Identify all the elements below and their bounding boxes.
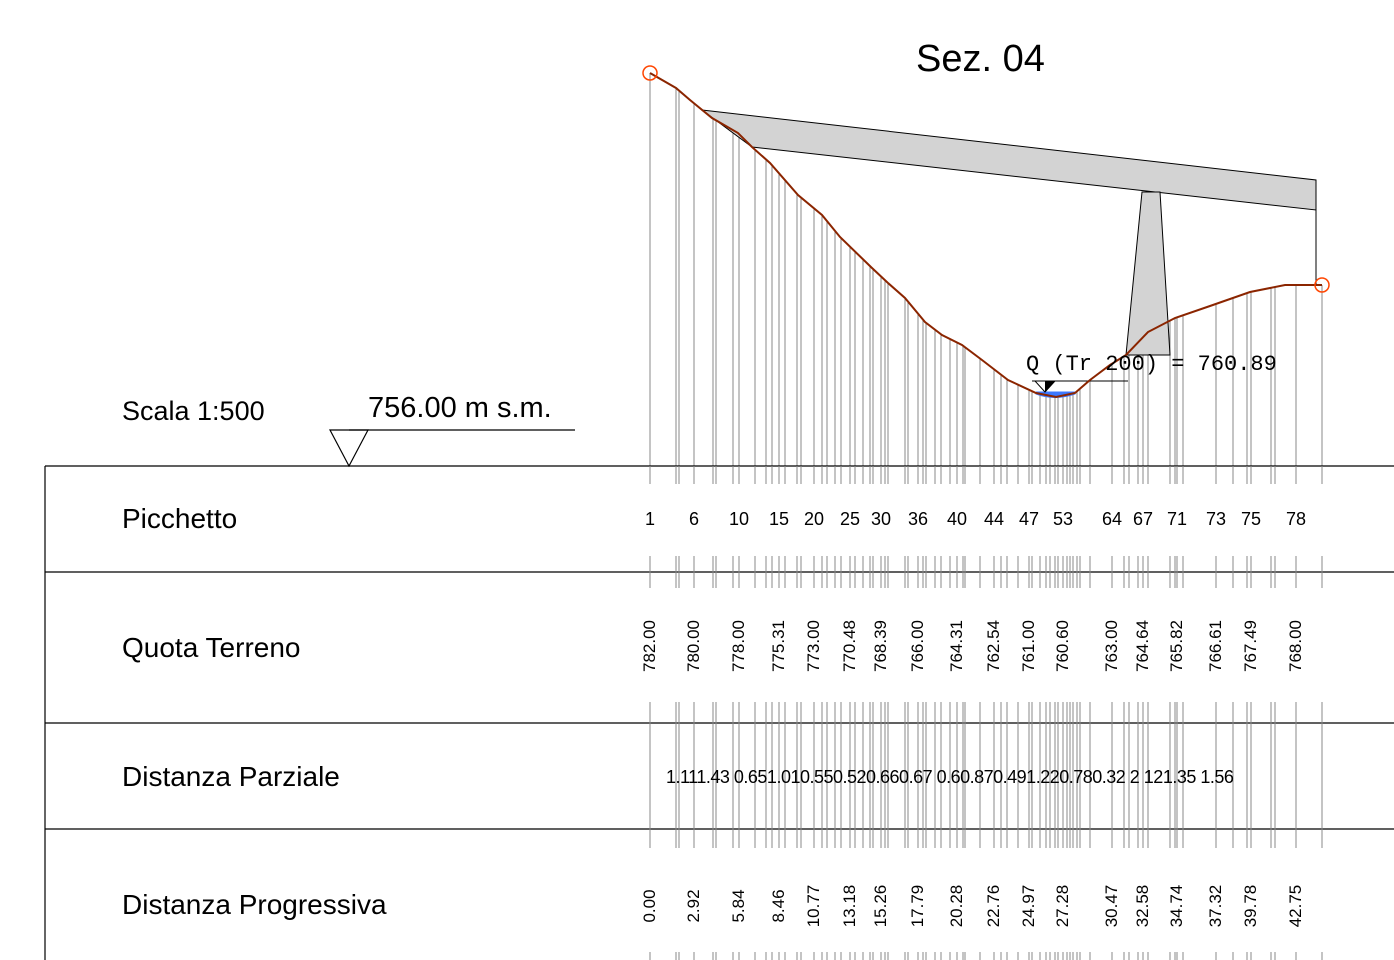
scale-label: Scala 1:500	[122, 396, 265, 426]
picchetto-value: 40	[946, 509, 968, 529]
end-point-marker	[1314, 277, 1330, 293]
terrain-profile	[649, 72, 1322, 399]
progressiva-value: 0.00	[640, 889, 659, 923]
progressiva-value: 20.28	[947, 884, 966, 928]
bridge-deck	[700, 109, 1317, 211]
picchetto-value: 71	[1166, 509, 1188, 529]
picchetto-value: 73	[1205, 509, 1227, 529]
progressiva-value: 37.32	[1206, 884, 1225, 928]
progressiva-value: 30.47	[1102, 884, 1121, 928]
water-level-marker-fill	[1045, 381, 1055, 392]
row-label-progressiva: Distanza Progressiva	[122, 889, 387, 920]
quota-value: 763.00	[1102, 620, 1121, 672]
picchetto-value: 1	[644, 509, 655, 529]
quota-value: 766.61	[1206, 620, 1225, 672]
quota-value: 761.00	[1019, 620, 1038, 672]
picchetto-value: 20	[803, 509, 825, 529]
picchetto-value: 25	[839, 509, 861, 529]
quota-value: 780.00	[684, 620, 703, 672]
station-lines	[649, 73, 1323, 466]
quota-value: 764.31	[947, 620, 966, 672]
quota-value: 765.82	[1167, 620, 1186, 672]
row-label-parziale: Distanza Parziale	[122, 761, 340, 792]
quota-value: 768.00	[1286, 620, 1305, 672]
progressiva-value: 13.18	[840, 884, 859, 928]
picchetto-value: 6	[688, 509, 699, 529]
quota-value: 764.64	[1133, 620, 1152, 672]
row-label-picchetto: Picchetto	[122, 503, 238, 534]
quota-value: 762.54	[984, 620, 1003, 672]
quota-value: 782.00	[640, 620, 659, 672]
quota-value: 760.60	[1053, 620, 1072, 672]
partial-distances: 1.111.43 0.651.010.550.520.660.67 0.60.8…	[666, 767, 1234, 787]
quota-value: 773.00	[804, 620, 823, 672]
picchetto-value: 36	[907, 509, 929, 529]
picchetto-value: 10	[728, 509, 750, 529]
datum-triangle	[329, 429, 369, 468]
picchetto-value: 47	[1018, 509, 1040, 529]
progressiva-value: 42.75	[1286, 884, 1305, 928]
progressiva-value: 2.92	[684, 889, 703, 923]
progressiva-value: 17.79	[908, 884, 927, 928]
progressiva-value: 27.28	[1053, 884, 1072, 928]
picchetto-value: 75	[1240, 509, 1262, 529]
quota-value: 775.31	[769, 620, 788, 672]
progressiva-value: 8.46	[769, 889, 788, 923]
datum-label: 756.00 m s.m.	[368, 392, 552, 424]
row-label-quota: Quota Terreno	[122, 632, 301, 663]
section-title: Sez. 04	[916, 38, 1045, 80]
picchetto-value: 78	[1285, 509, 1307, 529]
discharge-label: Q (Tr 200) = 760.89	[1026, 352, 1277, 377]
quota-value: 768.39	[871, 620, 890, 672]
progressiva-value: 34.74	[1167, 884, 1186, 928]
quota-value: 767.49	[1241, 620, 1260, 672]
progressiva-value: 15.26	[871, 884, 890, 928]
data-table-frame	[44, 465, 1394, 960]
picchetto-value: 53	[1052, 509, 1074, 529]
picchetto-value: 64	[1101, 509, 1123, 529]
picchetto-value: 67	[1132, 509, 1154, 529]
picchetto-value: 44	[983, 509, 1005, 529]
quota-value: 770.48	[840, 620, 859, 672]
start-point-marker	[642, 65, 658, 81]
progressiva-value: 32.58	[1133, 884, 1152, 928]
progressiva-value: 22.76	[984, 884, 1003, 928]
quota-value: 778.00	[729, 620, 748, 672]
progressiva-value: 5.84	[729, 889, 748, 923]
picchetto-value: 15	[768, 509, 790, 529]
progressiva-value: 39.78	[1241, 884, 1260, 928]
progressiva-value: 10.77	[804, 884, 823, 928]
bridge-pier	[1125, 191, 1171, 356]
progressiva-value: 24.97	[1019, 884, 1038, 928]
quota-value: 766.00	[908, 620, 927, 672]
table-station-ticks	[649, 466, 1323, 960]
picchetto-value: 30	[870, 509, 892, 529]
